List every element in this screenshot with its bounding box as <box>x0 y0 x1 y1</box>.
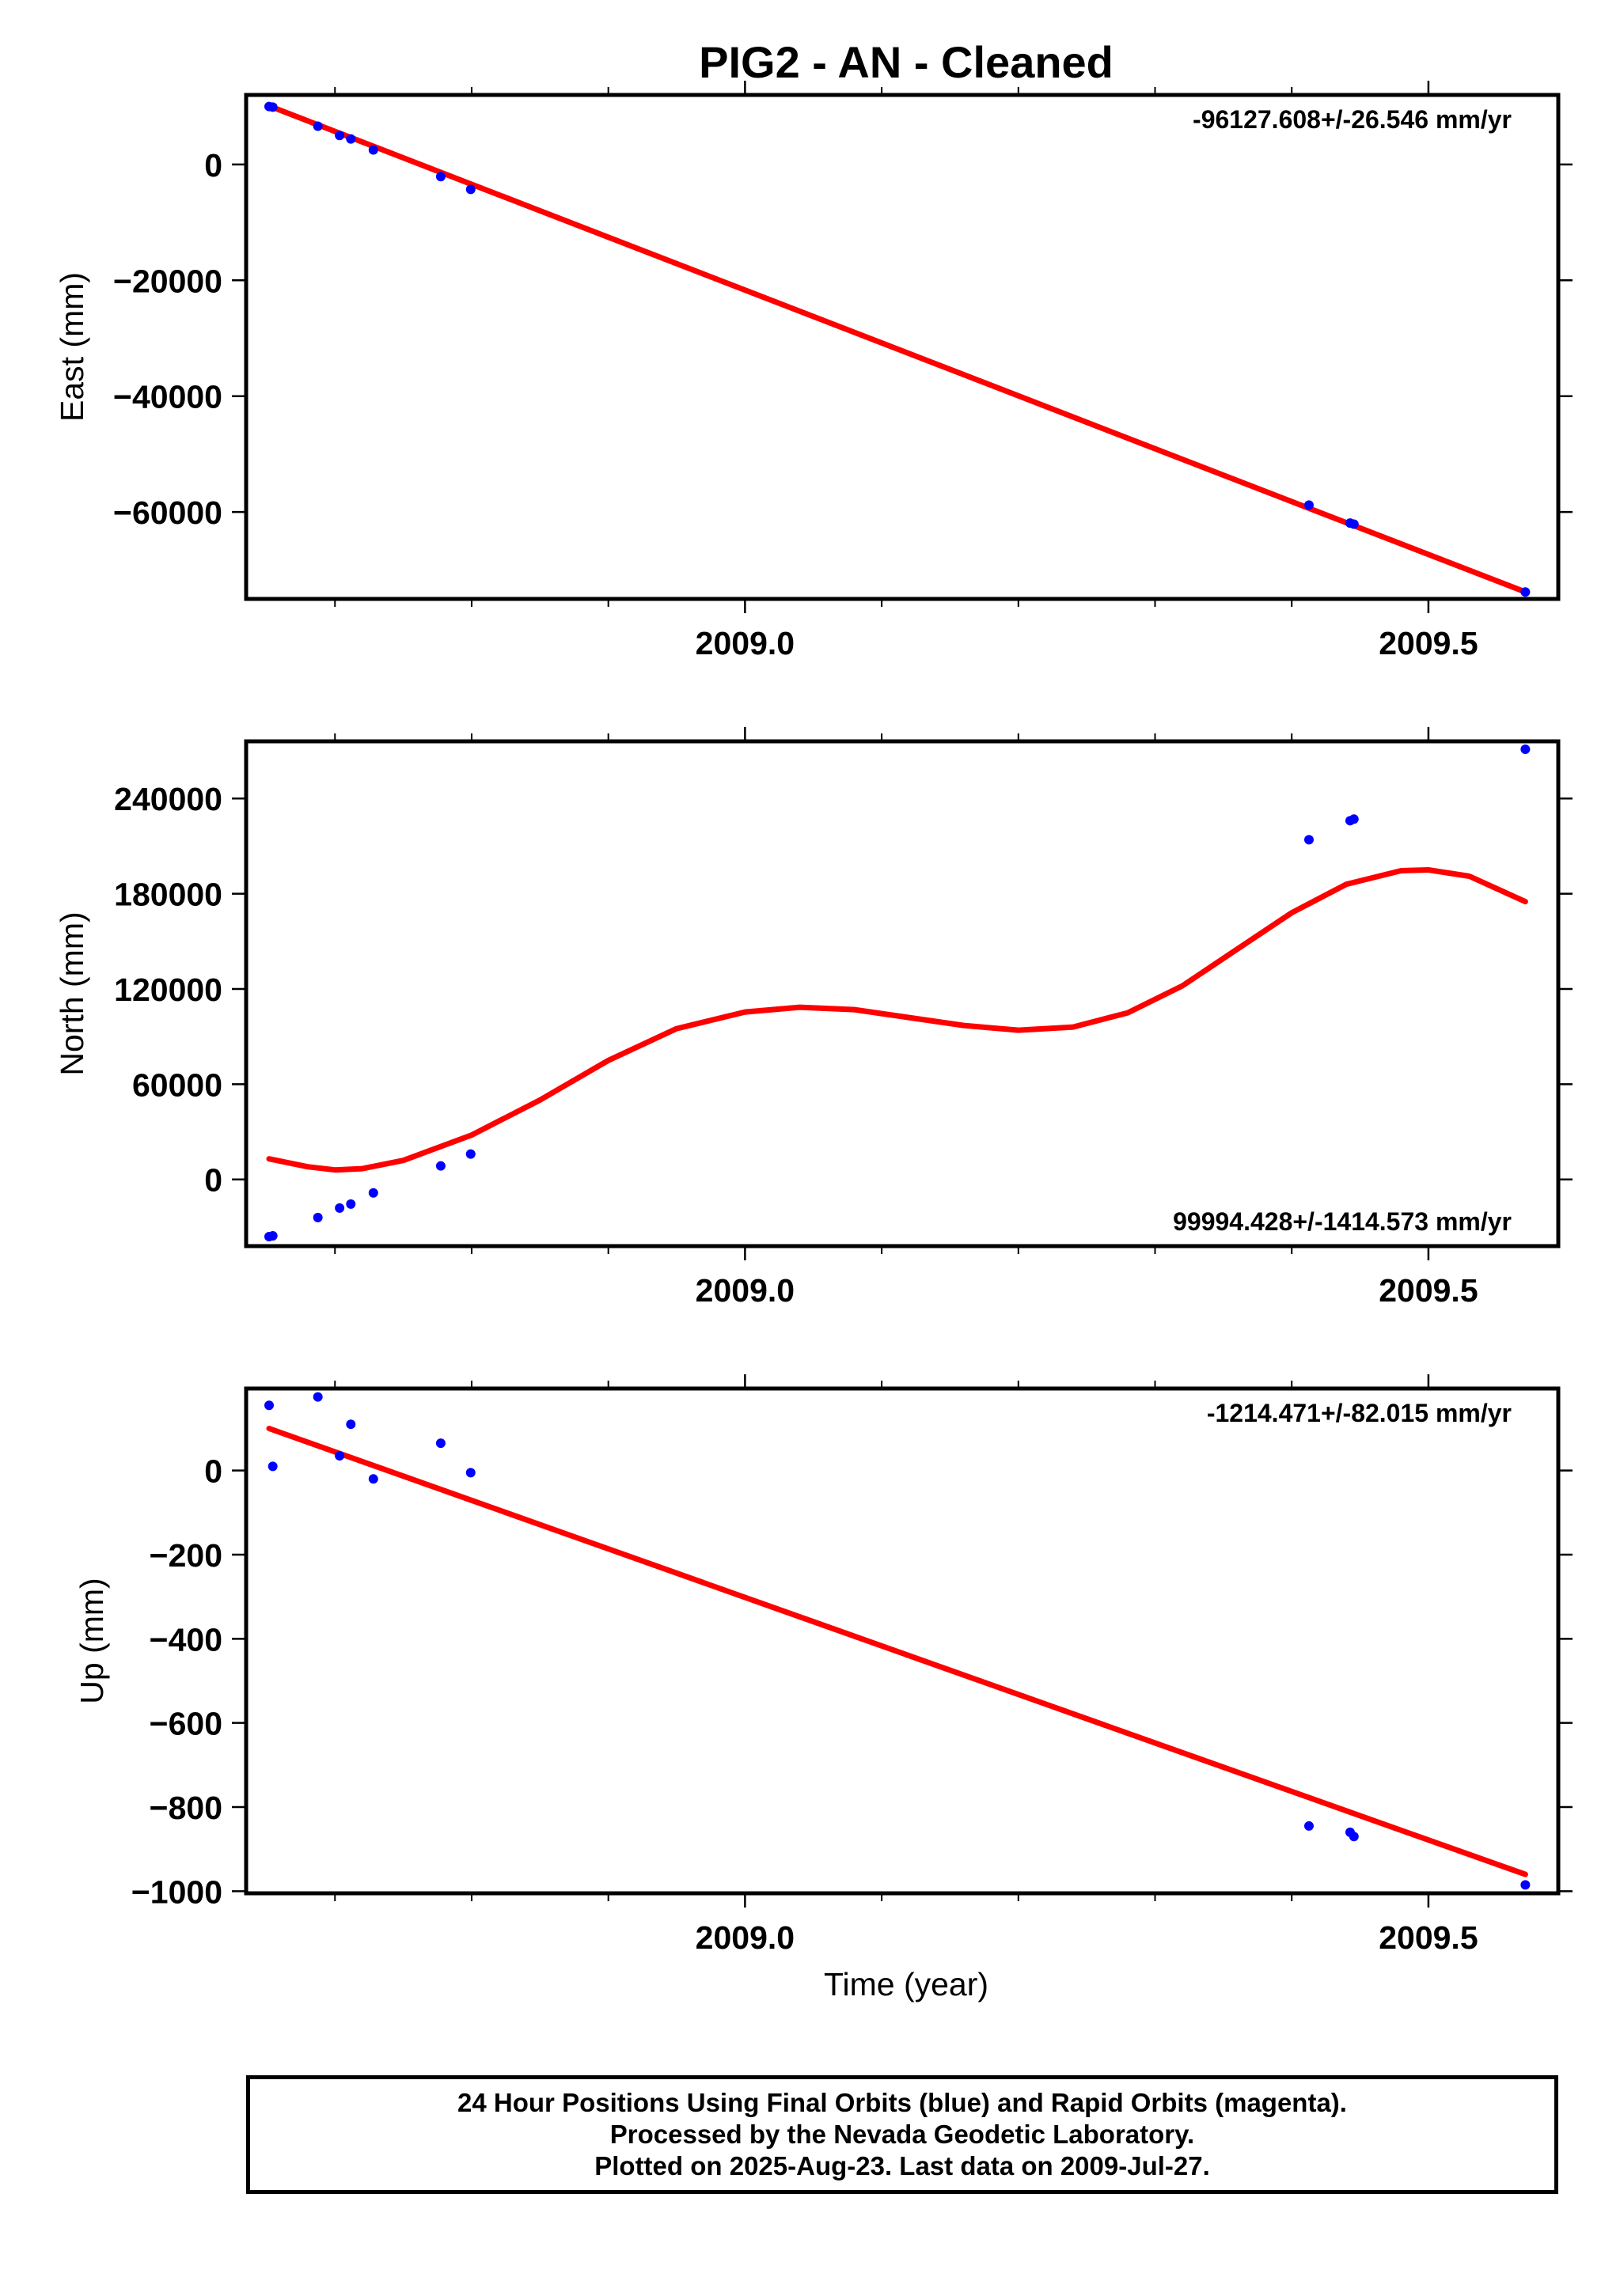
data-point <box>368 145 378 155</box>
y-axis-label: Up (mm) <box>74 1578 110 1703</box>
y-tick-label: −1000 <box>131 1874 222 1910</box>
footer-line-orbits: 24 Hour Positions Using Final Orbits (bl… <box>457 2088 1347 2117</box>
x-tick-label: 2009.0 <box>696 1919 795 1956</box>
data-point <box>1520 587 1531 597</box>
data-point <box>267 102 278 112</box>
data-point <box>346 1199 356 1209</box>
data-point <box>1303 500 1314 510</box>
data-point <box>435 1161 446 1171</box>
data-point <box>368 1474 378 1484</box>
data-point <box>313 1392 323 1402</box>
data-point <box>267 1230 278 1241</box>
y-tick-label: 240000 <box>114 781 222 817</box>
x-tick-label: 2009.5 <box>1379 625 1478 661</box>
footer-line-processed: Processed by the Nevada Geodetic Laborat… <box>609 2120 1195 2149</box>
x-tick-label: 2009.0 <box>696 1272 795 1309</box>
data-point <box>335 1451 345 1461</box>
data-point <box>1303 835 1314 845</box>
data-point <box>313 1212 323 1222</box>
data-point <box>1520 744 1531 755</box>
y-axis-label: North (mm) <box>54 911 90 1075</box>
data-point <box>368 1188 378 1198</box>
y-tick-label: 120000 <box>114 972 222 1008</box>
y-tick-label: 0 <box>204 147 222 184</box>
panel-north: 2009.0 2009.5 0 60000 120000 180000 240000 Nort… <box>54 727 1573 1309</box>
data-point <box>1303 1821 1314 1831</box>
chart-title: PIG2 - AN - Cleaned <box>699 37 1114 87</box>
panel-east: 2009.0 2009.5 0 −20000 −40000 −60000 East (mm)… <box>54 81 1573 661</box>
y-tick-label: −800 <box>150 1790 222 1826</box>
plot-frame <box>244 1386 1561 1896</box>
y-axis-label: East (mm) <box>54 272 90 422</box>
data-point <box>465 1149 476 1159</box>
rate-label: -1214.471+/-82.015 mm/yr <box>1207 1399 1512 1427</box>
y-tick-label: 0 <box>204 1453 222 1490</box>
data-point <box>1349 519 1359 529</box>
data-point <box>267 1461 278 1472</box>
x-tick-label: 2009.0 <box>696 625 795 661</box>
y-tick-label: −400 <box>150 1621 222 1658</box>
y-tick-label: 0 <box>204 1162 222 1199</box>
plot-frame <box>244 739 1561 1248</box>
data-point <box>435 1438 446 1449</box>
footer-line-plotted: Plotted on 2025-Aug-23. Last data on 200… <box>594 2151 1210 2180</box>
rate-label: -96127.608+/-26.546 mm/yr <box>1193 105 1512 134</box>
fit-line <box>266 103 1528 595</box>
data-point <box>346 1419 356 1430</box>
data-point <box>313 121 323 131</box>
data-point <box>1349 1832 1359 1842</box>
rate-label: 99994.428+/-1414.573 mm/yr <box>1173 1207 1512 1236</box>
y-tick-label: −600 <box>150 1706 222 1742</box>
data-point <box>465 1468 476 1478</box>
panel-up: 2009.0 2009.5 0 −200 −400 −600 −800 −1000 Up (mm… <box>74 1374 1573 1956</box>
plot-frame <box>244 93 1561 601</box>
data-point <box>346 134 356 144</box>
y-tick-label: 60000 <box>132 1067 222 1103</box>
data-point <box>435 172 446 182</box>
x-tick-label: 2009.5 <box>1379 1272 1478 1309</box>
data-point <box>1520 1880 1531 1890</box>
x-axis-label: Time (year) <box>824 1966 988 2002</box>
data-point <box>335 1203 345 1213</box>
y-tick-label: −60000 <box>113 494 222 531</box>
data-point <box>1349 814 1359 824</box>
footer-info-box: 24 Hour Positions Using Final Orbits (bl… <box>246 2075 1558 2194</box>
y-tick-label: −40000 <box>113 379 222 415</box>
x-tick-label: 2009.5 <box>1379 1919 1478 1956</box>
y-tick-label: −200 <box>150 1537 222 1574</box>
data-point <box>264 1400 275 1411</box>
fit-line <box>266 867 1528 1173</box>
fit-line <box>266 1426 1528 1877</box>
y-tick-label: −20000 <box>113 263 222 299</box>
data-point <box>335 131 345 141</box>
y-tick-label: 180000 <box>114 877 222 913</box>
data-point <box>465 184 476 195</box>
